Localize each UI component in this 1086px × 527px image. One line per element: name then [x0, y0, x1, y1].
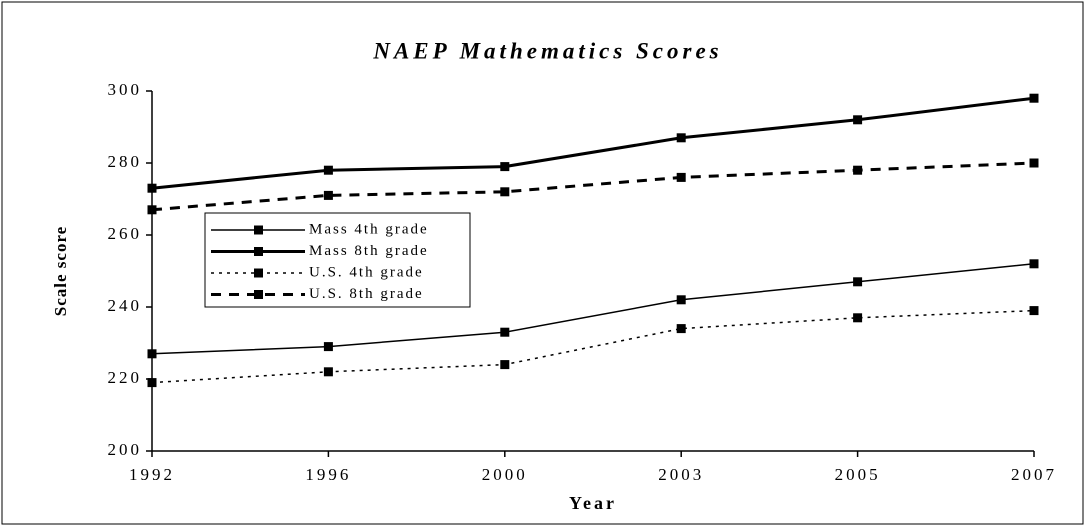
marker: [147, 378, 157, 388]
marker: [1029, 306, 1039, 316]
y-tick-label: 240: [108, 296, 143, 315]
marker: [147, 349, 157, 359]
marker: [676, 324, 686, 334]
y-tick-label: 300: [108, 80, 143, 99]
legend-label: Mass 8th grade: [309, 243, 429, 259]
legend-marker: [254, 225, 263, 235]
y-tick-label: 260: [108, 224, 143, 243]
legend-label: U.S. 4th grade: [309, 264, 424, 280]
legend-label: U.S. 8th grade: [309, 286, 424, 302]
x-tick-label: 2000: [482, 465, 528, 484]
legend-marker: [254, 290, 263, 299]
series-line: [151, 263, 1035, 355]
marker: [676, 295, 686, 305]
chart-title: NAEP Mathematics Scores: [372, 38, 722, 63]
marker: [1029, 259, 1039, 269]
y-axis-label: Scale score: [51, 226, 70, 316]
legend-marker: [254, 247, 263, 256]
legend-label: Mass 4th grade: [309, 221, 429, 237]
marker: [676, 172, 686, 182]
x-tick-label: 1992: [129, 465, 175, 484]
y-tick-label: 220: [108, 368, 143, 387]
legend-box: [204, 212, 471, 308]
marker: [853, 313, 863, 323]
x-tick-label: 1996: [305, 465, 351, 484]
marker: [500, 162, 510, 172]
marker: [323, 367, 333, 377]
marker: [323, 342, 333, 352]
marker: [853, 115, 863, 125]
marker: [323, 165, 333, 175]
series-line: [151, 161, 1035, 212]
x-tick-label: 2005: [835, 465, 881, 484]
series-line: [151, 96, 1035, 190]
x-tick-label: 2003: [658, 465, 704, 484]
x-axis-label: Year: [569, 493, 617, 513]
marker: [853, 165, 863, 175]
marker: [1029, 158, 1039, 168]
x-tick-label: 2007: [1011, 465, 1057, 484]
marker: [1029, 93, 1039, 103]
marker: [676, 133, 686, 143]
marker: [147, 183, 157, 193]
marker: [853, 277, 863, 287]
marker: [500, 360, 510, 370]
marker: [323, 190, 333, 200]
y-tick-label: 280: [108, 152, 143, 171]
marker: [500, 187, 510, 197]
legend-marker: [254, 268, 263, 278]
marker: [147, 205, 157, 215]
y-tick-label: 200: [108, 440, 143, 459]
marker: [500, 327, 510, 337]
